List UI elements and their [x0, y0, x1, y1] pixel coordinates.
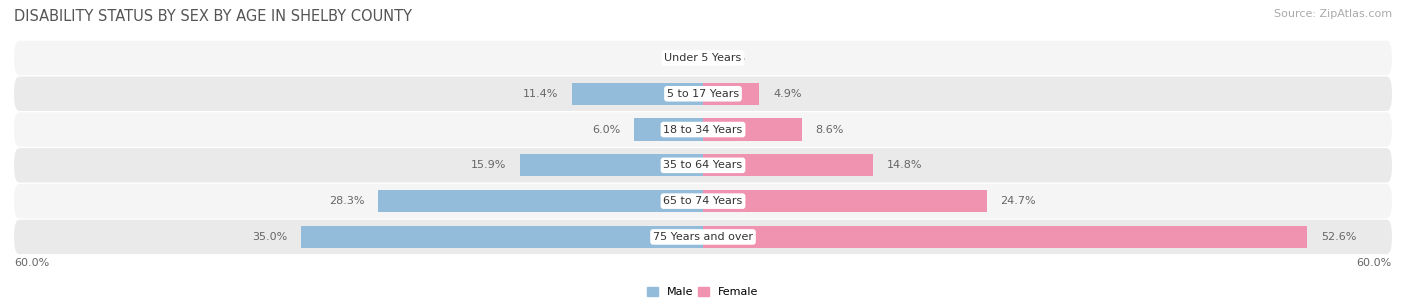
Text: 75 Years and over: 75 Years and over	[652, 232, 754, 242]
Bar	[703, 226, 1308, 248]
Text: Source: ZipAtlas.com: Source: ZipAtlas.com	[1274, 9, 1392, 19]
Text: 0.0%: 0.0%	[717, 53, 745, 63]
Text: DISABILITY STATUS BY SEX BY AGE IN SHELBY COUNTY: DISABILITY STATUS BY SEX BY AGE IN SHELB…	[14, 9, 412, 24]
Text: 11.4%: 11.4%	[523, 89, 558, 99]
Text: 8.6%: 8.6%	[815, 125, 844, 135]
Bar	[301, 226, 703, 248]
Text: 35.0%: 35.0%	[252, 232, 287, 242]
Bar	[520, 154, 703, 176]
Bar	[572, 83, 703, 105]
Bar	[703, 154, 873, 176]
Text: 18 to 34 Years: 18 to 34 Years	[664, 125, 742, 135]
Bar	[703, 119, 801, 141]
Text: 60.0%: 60.0%	[1357, 258, 1392, 268]
FancyBboxPatch shape	[14, 112, 1392, 147]
Text: 60.0%: 60.0%	[14, 258, 49, 268]
FancyBboxPatch shape	[14, 41, 1392, 75]
Text: 15.9%: 15.9%	[471, 160, 506, 170]
FancyBboxPatch shape	[14, 77, 1392, 111]
Text: 28.3%: 28.3%	[329, 196, 364, 206]
Legend: Male, Female: Male, Female	[643, 283, 763, 302]
Text: Under 5 Years: Under 5 Years	[665, 53, 741, 63]
Text: 35 to 64 Years: 35 to 64 Years	[664, 160, 742, 170]
Bar	[634, 119, 703, 141]
Text: 4.9%: 4.9%	[773, 89, 801, 99]
Bar	[703, 190, 987, 212]
Text: 6.0%: 6.0%	[592, 125, 620, 135]
Text: 5 to 17 Years: 5 to 17 Years	[666, 89, 740, 99]
Text: 14.8%: 14.8%	[887, 160, 922, 170]
Text: 0.0%: 0.0%	[661, 53, 689, 63]
Bar	[703, 83, 759, 105]
FancyBboxPatch shape	[14, 184, 1392, 218]
Text: 24.7%: 24.7%	[1001, 196, 1036, 206]
FancyBboxPatch shape	[14, 148, 1392, 182]
Text: 52.6%: 52.6%	[1320, 232, 1357, 242]
Text: 65 to 74 Years: 65 to 74 Years	[664, 196, 742, 206]
Bar	[378, 190, 703, 212]
FancyBboxPatch shape	[14, 220, 1392, 254]
